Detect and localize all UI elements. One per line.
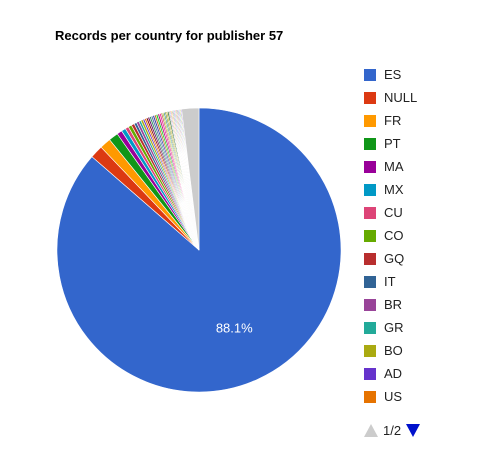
legend-swatch (364, 298, 376, 311)
legend-item-gq[interactable]: GQ (364, 247, 417, 270)
legend-swatch (364, 183, 376, 196)
legend-pager: 1/2 (364, 421, 421, 439)
legend-label: MA (384, 159, 404, 174)
legend-item-us[interactable]: US (364, 385, 417, 408)
legend-item-it[interactable]: IT (364, 270, 417, 293)
legend-label: AD (384, 366, 403, 381)
legend-label: GR (384, 320, 404, 335)
legend-item-mx[interactable]: MX (364, 178, 417, 201)
legend-label: PT (384, 136, 401, 151)
legend-item-pt[interactable]: PT (364, 132, 417, 155)
legend-label: FR (384, 113, 402, 128)
legend-swatch (364, 137, 376, 150)
legend-label: CO (384, 228, 404, 243)
legend-label: GQ (384, 251, 405, 266)
legend-label: BO (384, 343, 403, 358)
legend-label: BR (384, 297, 403, 312)
legend-page-indicator: 1/2 (383, 422, 402, 438)
legend-item-gr[interactable]: GR (364, 316, 417, 339)
legend-swatch (364, 160, 376, 173)
legend-swatch (364, 367, 376, 380)
legend-swatch (364, 91, 376, 104)
slice-percent-label: 88.1% (216, 321, 253, 336)
legend-swatch (364, 344, 376, 357)
legend: ES NULL FR PT MA MX CU CO GQ IT BR GR BO AD US (364, 63, 417, 408)
legend-item-null[interactable]: NULL (364, 86, 417, 109)
legend-item-br[interactable]: BR (364, 293, 417, 316)
legend-swatch (364, 229, 376, 242)
legend-swatch (364, 68, 376, 81)
legend-swatch (364, 275, 376, 288)
legend-label: CU (384, 205, 403, 220)
legend-label: US (384, 389, 403, 404)
legend-swatch (364, 321, 376, 334)
legend-item-bo[interactable]: BO (364, 339, 417, 362)
legend-item-ad[interactable]: AD (364, 362, 417, 385)
next-page-icon[interactable] (406, 423, 421, 437)
legend-item-cu[interactable]: CU (364, 201, 417, 224)
legend-swatch (364, 252, 376, 265)
legend-label: NULL (384, 90, 418, 105)
legend-swatch (364, 390, 376, 403)
legend-item-es[interactable]: ES (364, 63, 417, 86)
legend-label: IT (384, 274, 396, 289)
legend-swatch (364, 206, 376, 219)
legend-swatch (364, 114, 376, 127)
previous-page-icon[interactable] (364, 423, 378, 437)
legend-item-co[interactable]: CO (364, 224, 417, 247)
legend-item-fr[interactable]: FR (364, 109, 417, 132)
legend-item-ma[interactable]: MA (364, 155, 417, 178)
legend-label: MX (384, 182, 404, 197)
chart-title: Records per country for publisher 57 (55, 28, 284, 43)
pie-slice-other-45[interactable] (181, 107, 200, 251)
legend-label: ES (384, 67, 402, 82)
